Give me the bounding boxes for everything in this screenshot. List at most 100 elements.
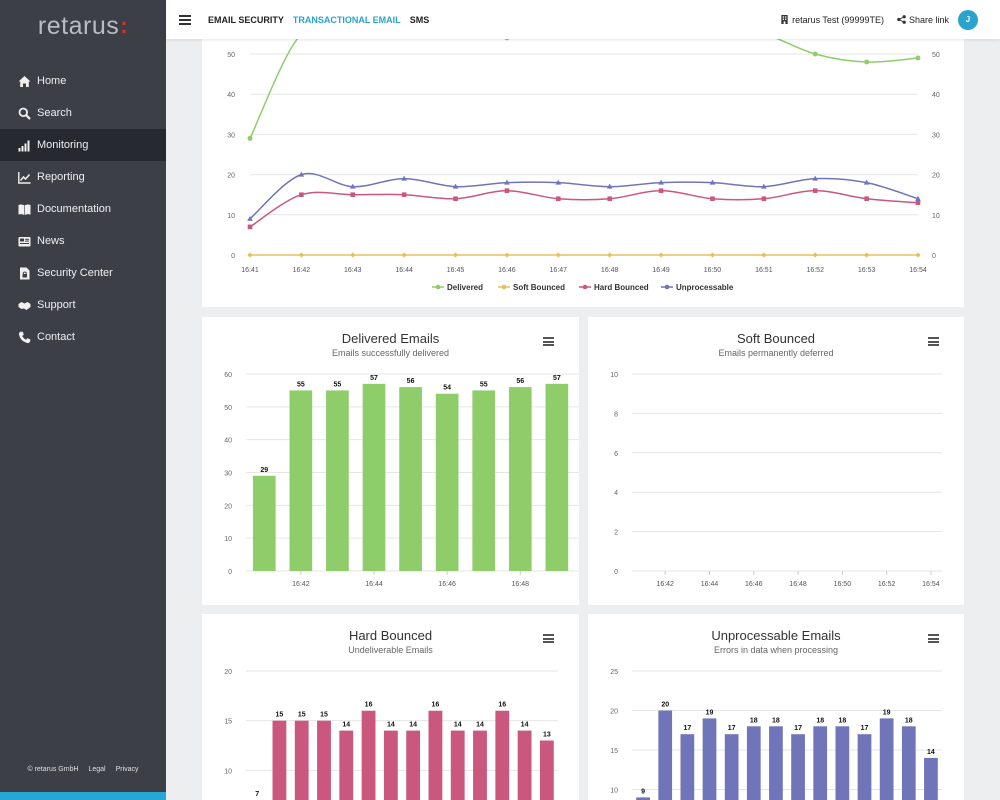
- search-icon: [18, 107, 31, 120]
- data-point: [504, 188, 510, 193]
- account-name: retarus Test (99999TE): [792, 14, 884, 25]
- sidebar-item-home[interactable]: Home: [0, 65, 166, 97]
- data-label: 14: [521, 722, 529, 729]
- bar: [361, 710, 376, 800]
- legend-label-hard-bounced: Hard Bounced: [594, 283, 649, 292]
- topbar-right: retarus Test (99999TE) Share link J: [780, 9, 1000, 30]
- data-label: 20: [661, 702, 669, 709]
- y-tick-label: 60: [224, 372, 232, 379]
- data-point: [915, 195, 921, 201]
- data-point: [658, 179, 664, 185]
- bar: [901, 726, 916, 800]
- bar: [252, 475, 276, 571]
- y-tick-label: 20: [227, 173, 235, 180]
- data-label: 14: [927, 749, 935, 756]
- y-tick-label: 40: [227, 92, 235, 99]
- bar: [791, 734, 805, 800]
- y-tick-label: 10: [224, 768, 232, 775]
- data-label: 55: [480, 381, 488, 388]
- hamburger-menu-icon[interactable]: [179, 14, 191, 25]
- sidebar-item-label: Reporting: [37, 171, 85, 183]
- y-tick-label-right: 50: [932, 52, 940, 59]
- x-tick-label: 16:52: [878, 581, 896, 588]
- sidebar-item-news[interactable]: News: [0, 225, 166, 257]
- data-label: 14: [409, 722, 417, 729]
- delivered-chart-panel: Delivered Emails Emails successfully del…: [202, 317, 579, 605]
- sidebar: retarus: Home Search Monitoring Reporting Do…: [0, 0, 166, 800]
- share-icon: [897, 15, 906, 24]
- data-label: 14: [454, 722, 462, 729]
- bar: [508, 387, 532, 571]
- y-tick-label-right: 20: [932, 173, 940, 180]
- privacy-link[interactable]: Privacy: [115, 766, 139, 773]
- data-point: [247, 215, 253, 221]
- bar: [317, 720, 331, 800]
- chart-menu-icon[interactable]: [543, 337, 554, 346]
- sidebar-item-support[interactable]: Support: [0, 289, 166, 321]
- y-tick-label: 10: [227, 213, 235, 220]
- chart-menu-icon[interactable]: [543, 634, 554, 643]
- x-tick-label: 16:44: [701, 581, 719, 588]
- user-avatar[interactable]: J: [958, 9, 978, 30]
- x-tick-label: 16:48: [601, 267, 619, 274]
- sidebar-item-search[interactable]: Search: [0, 97, 166, 129]
- sidebar-item-label: Security Center: [37, 267, 113, 279]
- bar: [362, 383, 386, 571]
- bar: [680, 734, 695, 800]
- data-label: 15: [320, 712, 328, 719]
- sidebar-item-monitoring[interactable]: Monitoring: [0, 129, 166, 161]
- legal-link[interactable]: Legal: [88, 766, 106, 773]
- data-point: [247, 224, 253, 230]
- hard-bounced-chart-title: Hard Bounced: [348, 628, 433, 643]
- account-selector[interactable]: retarus Test (99999TE): [780, 15, 884, 25]
- line-chart-panel: 0 0 10 10 20 20 30 30 40 40 50 50 16:41 16:42 16:43 16:…: [202, 23, 964, 307]
- x-tick-label: 16:47: [550, 267, 568, 274]
- x-tick-label: 16:41: [241, 267, 259, 274]
- chart-menu-icon[interactable]: [928, 337, 939, 346]
- data-point: [761, 252, 767, 258]
- data-point: [299, 192, 304, 197]
- sidebar-nav: Home Search Monitoring Reporting Documentati…: [0, 65, 166, 353]
- sidebar-item-documentation[interactable]: Documentation: [0, 193, 166, 225]
- data-label: 16: [365, 702, 373, 709]
- data-point: [298, 252, 304, 258]
- data-point: [710, 196, 715, 202]
- bar: [383, 730, 398, 800]
- tab-email-security[interactable]: EMAIL SECURITY: [208, 14, 284, 25]
- delivered-chart-title: Delivered Emails: [341, 331, 440, 346]
- bar: [658, 710, 673, 800]
- data-point: [864, 196, 869, 202]
- tab-sms[interactable]: SMS: [409, 14, 430, 25]
- data-label: 9: [641, 788, 645, 795]
- copyright-text: © retarus GmbH: [27, 766, 79, 773]
- legend-label-soft-bounced: Soft Bounced: [513, 283, 565, 292]
- retarus-logo[interactable]: retarus:: [0, 0, 166, 52]
- tab-transactional-email[interactable]: TRANSACTIONAL EMAIL: [292, 14, 401, 25]
- y-tick-label-right: 30: [932, 132, 940, 139]
- data-point: [709, 252, 716, 258]
- data-point: [298, 171, 305, 177]
- data-point: [401, 192, 407, 197]
- x-tick-label: 16:54: [909, 267, 927, 274]
- logo-text: retarus: [37, 11, 120, 40]
- data-label: 14: [476, 722, 484, 729]
- newspaper-icon: [18, 235, 31, 248]
- bar: [399, 387, 422, 571]
- data-label: 15: [298, 712, 306, 719]
- x-tick-label: 16:48: [512, 581, 530, 588]
- y-tick-label: 10: [224, 536, 232, 543]
- hard-bounced-chart-panel: Hard Bounced Undeliverable Emails 10 15 20…: [202, 614, 579, 800]
- data-label: 16: [432, 702, 440, 709]
- sidebar-bottom-strip: [0, 792, 166, 800]
- share-link-button[interactable]: Share link: [897, 15, 949, 25]
- data-label: 56: [516, 378, 524, 385]
- soft-bounced-chart-subtitle: Emails permanently deferred: [718, 348, 834, 358]
- data-label: 15: [276, 712, 284, 719]
- sidebar-item-reporting[interactable]: Reporting: [0, 161, 166, 193]
- y-tick-label-right: 10: [932, 213, 940, 220]
- sidebar-item-contact[interactable]: Contact: [0, 321, 166, 353]
- sidebar-item-security-center[interactable]: Security Center: [0, 257, 166, 289]
- chart-menu-icon[interactable]: [928, 634, 939, 643]
- bar: [702, 718, 717, 800]
- bar: [517, 730, 532, 800]
